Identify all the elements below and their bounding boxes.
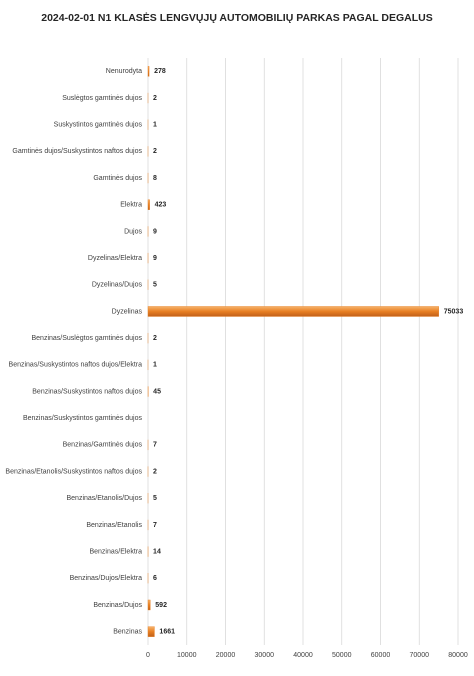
bar bbox=[147, 199, 150, 210]
value-label: 592 bbox=[155, 602, 167, 609]
value-label: 1 bbox=[153, 362, 157, 369]
bar bbox=[147, 599, 151, 611]
y-tick-label: Gamtinės dujos/Suskystintos naftos dujos bbox=[12, 148, 142, 155]
bar bbox=[147, 66, 150, 77]
y-tick-label: Suslėgtos gamtinės dujos bbox=[62, 95, 142, 102]
y-tick-label: Benzinas bbox=[113, 629, 142, 636]
value-label: 6 bbox=[153, 575, 157, 582]
y-tick-label: Dyzelinas bbox=[112, 308, 143, 315]
x-tick-label: 40000 bbox=[293, 652, 313, 659]
y-tick-label: Dujos bbox=[124, 228, 142, 235]
value-label: 423 bbox=[155, 202, 167, 209]
y-tick-label: Benzinas/Dujos bbox=[93, 602, 142, 609]
y-tick-label: Suskystintos gamtinės dujos bbox=[54, 122, 143, 129]
y-tick-label: Benzinas/Etanolis/Dujos bbox=[67, 495, 143, 502]
value-label: 75033 bbox=[444, 308, 464, 315]
x-tick-label: 20000 bbox=[216, 652, 236, 659]
x-tick-label: 50000 bbox=[332, 652, 352, 659]
x-tick-label: 0 bbox=[146, 652, 150, 659]
value-label: 2 bbox=[153, 335, 157, 342]
x-tick-label: 10000 bbox=[177, 652, 197, 659]
y-tick-label: Benzinas/Dujos/Elektra bbox=[70, 575, 142, 582]
value-label: 8 bbox=[153, 175, 157, 182]
bar bbox=[147, 306, 439, 317]
y-tick-label: Gamtinės dujos bbox=[93, 175, 142, 182]
y-tick-label: Benzinas/Etanolis bbox=[86, 522, 142, 529]
y-tick-label: Benzinas/Suslėgtos gamtinės dujos bbox=[31, 335, 142, 342]
value-label: 14 bbox=[153, 548, 161, 555]
y-tick-label: Benzinas/Etanolis/Suskystintos naftos du… bbox=[5, 468, 142, 475]
value-label: 7 bbox=[153, 442, 157, 449]
y-tick-label: Benzinas/Suskystintos naftos dujos bbox=[32, 388, 142, 395]
value-label: 2 bbox=[153, 95, 157, 102]
value-label: 2 bbox=[153, 468, 157, 475]
y-tick-label: Dyzelinas/Elektra bbox=[88, 255, 142, 262]
value-label: 5 bbox=[153, 282, 157, 289]
y-tick-label: Benzinas/Elektra bbox=[89, 548, 142, 555]
x-tick-label: 60000 bbox=[371, 652, 391, 659]
value-label: 9 bbox=[153, 255, 157, 262]
y-tick-label: Benzinas/Gamtinės dujos bbox=[63, 442, 143, 449]
y-tick-label: Benzinas/Suskystintos naftos dujos/Elekt… bbox=[9, 362, 143, 369]
value-label: 2 bbox=[153, 148, 157, 155]
bar bbox=[147, 626, 155, 637]
y-tick-label: Dyzelinas/Dujos bbox=[92, 282, 143, 289]
value-label: 1661 bbox=[159, 629, 175, 636]
y-tick-label: Nenurodyta bbox=[106, 68, 142, 75]
chart-title: 2024-02-01 N1 KLASĖS LENGVŲJŲ AUTOMOBILI… bbox=[41, 11, 433, 24]
x-tick-label: 70000 bbox=[410, 652, 430, 659]
value-label: 5 bbox=[153, 495, 157, 502]
x-tick-label: 30000 bbox=[255, 652, 275, 659]
value-label: 7 bbox=[153, 522, 157, 529]
value-label: 9 bbox=[153, 228, 157, 235]
y-tick-label: Benzinas/Suskystintos gamtinės dujos bbox=[23, 415, 143, 422]
value-label: 1 bbox=[153, 122, 157, 129]
x-tick-label: 80000 bbox=[448, 652, 468, 659]
value-label: 278 bbox=[154, 68, 166, 75]
y-tick-label: Elektra bbox=[120, 202, 142, 209]
value-label: 45 bbox=[153, 388, 161, 395]
